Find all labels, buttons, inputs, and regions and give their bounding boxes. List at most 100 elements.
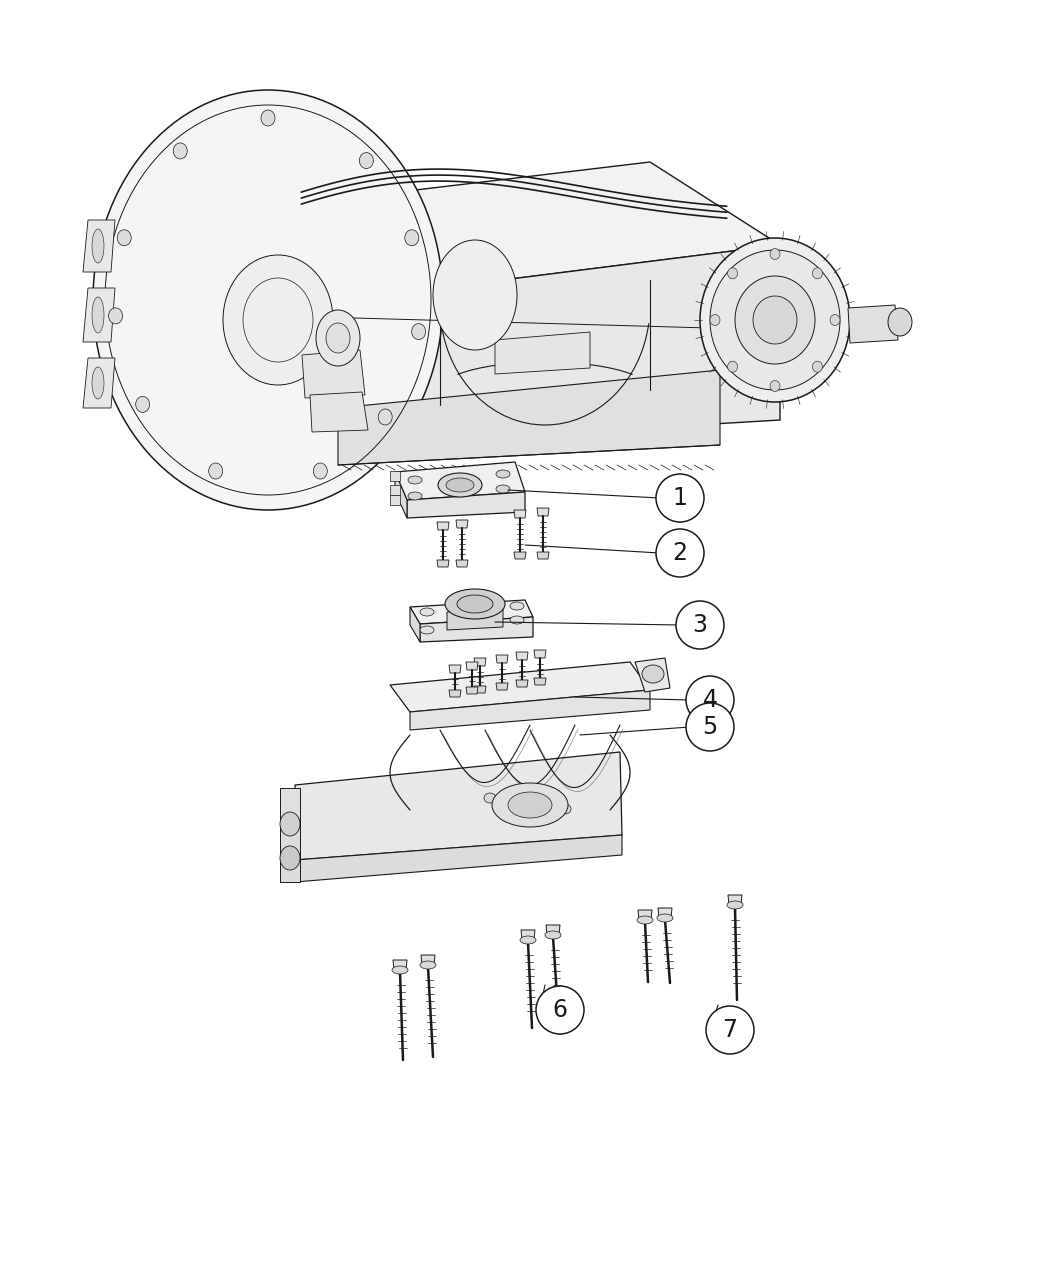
Ellipse shape xyxy=(514,790,526,799)
Ellipse shape xyxy=(770,249,780,260)
Text: 6: 6 xyxy=(552,998,567,1023)
Polygon shape xyxy=(410,607,420,643)
Ellipse shape xyxy=(753,296,797,344)
Ellipse shape xyxy=(404,230,419,246)
Circle shape xyxy=(706,1006,754,1054)
Ellipse shape xyxy=(728,361,737,372)
Ellipse shape xyxy=(408,476,422,484)
Polygon shape xyxy=(410,601,533,623)
Polygon shape xyxy=(449,666,461,673)
Ellipse shape xyxy=(223,255,333,385)
Ellipse shape xyxy=(420,961,436,969)
Ellipse shape xyxy=(92,367,104,399)
Ellipse shape xyxy=(173,143,187,159)
Text: 7: 7 xyxy=(722,1017,737,1042)
Ellipse shape xyxy=(445,589,505,618)
Polygon shape xyxy=(638,910,652,921)
Ellipse shape xyxy=(261,110,275,126)
Ellipse shape xyxy=(728,268,737,279)
Ellipse shape xyxy=(280,847,300,870)
Polygon shape xyxy=(393,960,407,970)
Polygon shape xyxy=(534,650,546,658)
Ellipse shape xyxy=(510,602,524,609)
Polygon shape xyxy=(514,552,526,558)
Ellipse shape xyxy=(813,361,822,372)
Polygon shape xyxy=(395,462,525,500)
Ellipse shape xyxy=(770,380,780,391)
Polygon shape xyxy=(437,521,449,530)
Ellipse shape xyxy=(420,626,434,634)
Ellipse shape xyxy=(727,901,743,909)
Text: 4: 4 xyxy=(702,688,717,711)
Polygon shape xyxy=(302,351,365,398)
Ellipse shape xyxy=(378,409,393,425)
Polygon shape xyxy=(420,617,533,643)
Polygon shape xyxy=(83,221,116,272)
Circle shape xyxy=(656,474,704,521)
Ellipse shape xyxy=(484,793,496,803)
Polygon shape xyxy=(295,835,622,882)
Ellipse shape xyxy=(559,805,571,813)
Polygon shape xyxy=(449,690,461,697)
Ellipse shape xyxy=(359,153,374,168)
Polygon shape xyxy=(421,955,435,965)
Ellipse shape xyxy=(118,230,131,246)
Polygon shape xyxy=(848,305,898,343)
Ellipse shape xyxy=(326,323,350,353)
Ellipse shape xyxy=(499,810,511,820)
Polygon shape xyxy=(310,391,368,432)
Polygon shape xyxy=(514,510,526,518)
Ellipse shape xyxy=(496,484,510,493)
Polygon shape xyxy=(280,825,300,882)
Ellipse shape xyxy=(108,307,123,324)
Polygon shape xyxy=(635,658,670,692)
Ellipse shape xyxy=(438,473,482,497)
Polygon shape xyxy=(83,358,116,408)
Ellipse shape xyxy=(642,666,664,683)
Ellipse shape xyxy=(392,966,408,974)
Polygon shape xyxy=(474,658,486,666)
Circle shape xyxy=(686,676,734,724)
Polygon shape xyxy=(466,687,478,694)
Ellipse shape xyxy=(492,783,568,827)
Ellipse shape xyxy=(280,812,300,836)
Polygon shape xyxy=(390,484,400,495)
Polygon shape xyxy=(390,495,400,505)
Ellipse shape xyxy=(813,268,822,279)
Ellipse shape xyxy=(520,936,536,944)
Polygon shape xyxy=(474,686,486,694)
Ellipse shape xyxy=(433,240,517,351)
Polygon shape xyxy=(456,560,468,567)
Polygon shape xyxy=(496,655,508,663)
Ellipse shape xyxy=(508,792,552,819)
Ellipse shape xyxy=(92,230,104,263)
Ellipse shape xyxy=(529,807,541,817)
Ellipse shape xyxy=(420,608,434,616)
Polygon shape xyxy=(248,210,360,445)
Ellipse shape xyxy=(830,315,840,325)
Circle shape xyxy=(656,529,704,578)
Text: 1: 1 xyxy=(673,486,688,510)
Polygon shape xyxy=(395,472,407,518)
Polygon shape xyxy=(437,560,449,567)
Text: 2: 2 xyxy=(672,541,688,565)
Polygon shape xyxy=(456,520,468,528)
Ellipse shape xyxy=(93,91,443,510)
Polygon shape xyxy=(338,370,720,465)
Polygon shape xyxy=(495,332,590,374)
Polygon shape xyxy=(658,908,672,918)
Polygon shape xyxy=(496,683,508,690)
Ellipse shape xyxy=(316,310,360,366)
Polygon shape xyxy=(516,652,528,660)
Ellipse shape xyxy=(657,914,673,922)
Polygon shape xyxy=(407,492,525,518)
Ellipse shape xyxy=(710,250,840,390)
Ellipse shape xyxy=(446,478,474,492)
Ellipse shape xyxy=(700,238,850,402)
Circle shape xyxy=(536,986,584,1034)
Ellipse shape xyxy=(510,616,524,623)
Ellipse shape xyxy=(544,787,556,797)
Polygon shape xyxy=(248,162,780,298)
Polygon shape xyxy=(546,924,560,935)
Ellipse shape xyxy=(496,470,510,478)
